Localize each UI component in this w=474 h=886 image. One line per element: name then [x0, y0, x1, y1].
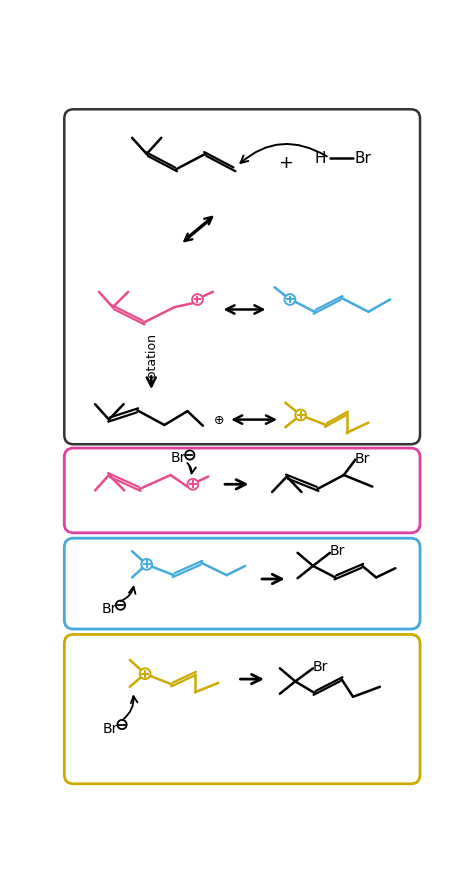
Circle shape: [188, 479, 198, 490]
Circle shape: [192, 295, 203, 306]
Text: ⊕: ⊕: [214, 414, 224, 427]
Text: Br: Br: [101, 602, 117, 616]
Text: rotation: rotation: [145, 332, 158, 381]
Circle shape: [116, 601, 125, 610]
Circle shape: [118, 720, 127, 729]
Text: +: +: [279, 153, 293, 172]
Text: Br: Br: [171, 451, 186, 465]
Text: Br: Br: [355, 452, 370, 465]
Circle shape: [141, 559, 152, 570]
Circle shape: [284, 295, 295, 306]
Text: Br: Br: [329, 544, 345, 558]
Text: H: H: [314, 152, 326, 166]
Circle shape: [295, 410, 306, 421]
Circle shape: [185, 451, 194, 460]
Text: Br: Br: [355, 152, 372, 166]
Text: Br: Br: [312, 659, 328, 673]
Text: Br: Br: [103, 721, 118, 734]
Circle shape: [140, 669, 151, 680]
